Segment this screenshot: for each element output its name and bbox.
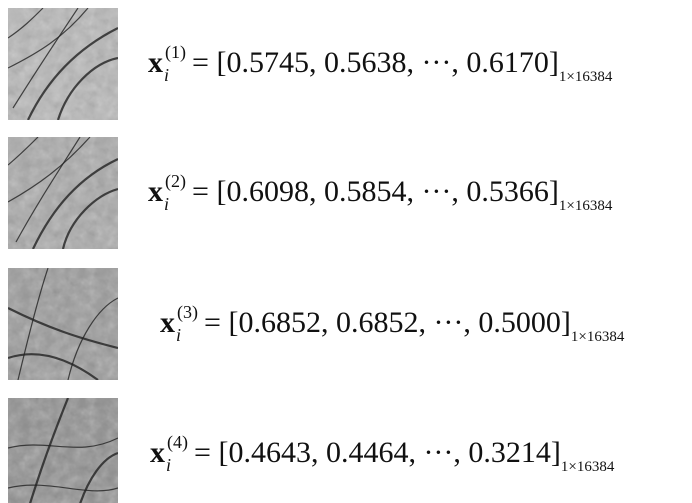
equals: = <box>204 306 221 339</box>
separator: , <box>321 306 329 339</box>
ellipsis: ··· <box>423 436 453 469</box>
bracket: ] <box>561 306 571 339</box>
superscript: (1) <box>165 42 186 62</box>
symbol: x <box>148 46 163 79</box>
dimension: 1×16384 <box>561 459 614 475</box>
equals: = <box>192 46 209 79</box>
value: 0.6170 <box>466 46 549 79</box>
equation: xi(1)= [0.5745, 0.5638, ···, 0.6170]1×16… <box>148 48 612 78</box>
symbol: x <box>160 306 175 339</box>
image-patch <box>8 268 118 380</box>
separator: , <box>453 436 461 469</box>
texture <box>8 268 118 380</box>
value: 0.6098 <box>226 175 309 208</box>
separator: , <box>309 175 317 208</box>
ellipsis: ··· <box>421 175 451 208</box>
symbol: x <box>150 436 165 469</box>
ellipsis: ··· <box>421 46 451 79</box>
dimension: 1×16384 <box>571 329 624 345</box>
separator: , <box>406 175 414 208</box>
bracket: ] <box>549 46 559 79</box>
ellipsis: ··· <box>433 306 463 339</box>
separator: , <box>463 306 471 339</box>
image-patch <box>8 398 118 503</box>
value: 0.3214 <box>468 436 551 469</box>
separator: , <box>406 46 414 79</box>
bracket: [ <box>218 436 228 469</box>
superscript: (4) <box>167 432 188 452</box>
bracket: [ <box>216 175 226 208</box>
separator: , <box>451 46 459 79</box>
value: 0.4464 <box>326 436 409 469</box>
value: 0.5745 <box>226 46 309 79</box>
dimension: 1×16384 <box>559 198 612 214</box>
subscript: i <box>166 455 171 475</box>
value: 0.5638 <box>324 46 407 79</box>
equals: = <box>192 175 209 208</box>
image-patch <box>8 8 118 120</box>
equals: = <box>194 436 211 469</box>
value: 0.6852 <box>336 306 419 339</box>
value: 0.5854 <box>324 175 407 208</box>
subscript: i <box>164 194 169 214</box>
superscript: (3) <box>177 302 198 322</box>
separator: , <box>309 46 317 79</box>
separator: , <box>408 436 416 469</box>
superscript: (2) <box>165 171 186 191</box>
texture <box>8 137 118 249</box>
value: 0.4643 <box>228 436 311 469</box>
value: 0.5000 <box>478 306 561 339</box>
bracket: [ <box>228 306 238 339</box>
bracket: ] <box>549 175 559 208</box>
equation: xi(2)= [0.6098, 0.5854, ···, 0.5366]1×16… <box>148 177 612 207</box>
value: 0.5366 <box>466 175 549 208</box>
separator: , <box>311 436 319 469</box>
symbol: x <box>148 175 163 208</box>
separator: , <box>451 175 459 208</box>
subscript: i <box>176 325 181 345</box>
bracket: ] <box>551 436 561 469</box>
value: 0.6852 <box>238 306 321 339</box>
figure: xi(1)= [0.5745, 0.5638, ···, 0.6170]1×16… <box>0 0 692 503</box>
subscript: i <box>164 65 169 85</box>
equation: xi(4)= [0.4643, 0.4464, ···, 0.3214]1×16… <box>150 438 614 468</box>
separator: , <box>418 306 426 339</box>
bracket: [ <box>216 46 226 79</box>
dimension: 1×16384 <box>559 69 612 85</box>
equation: xi(3)= [0.6852, 0.6852, ···, 0.5000]1×16… <box>160 308 624 338</box>
image-patch <box>8 137 118 249</box>
